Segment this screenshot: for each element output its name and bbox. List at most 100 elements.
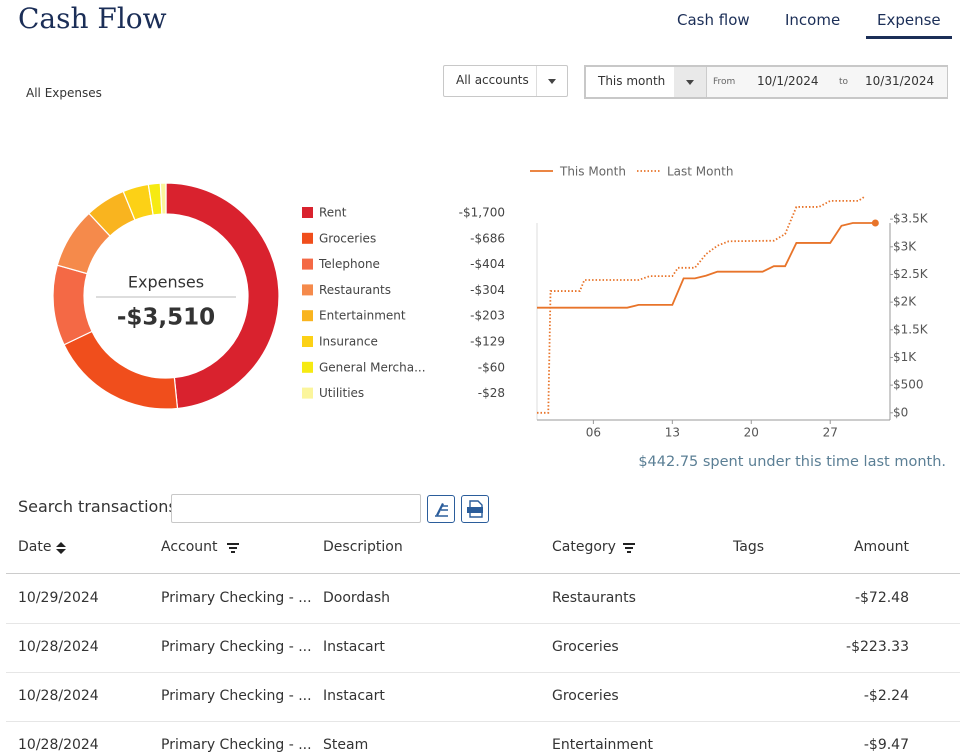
- legend-label: General Mercha...: [319, 360, 426, 374]
- center-label: Expenses: [128, 273, 204, 292]
- column-header[interactable]: Date: [18, 539, 52, 555]
- table-cell: Doordash: [323, 590, 391, 606]
- legend-swatch: [302, 387, 313, 399]
- legend-label: Restaurants: [319, 283, 391, 297]
- charts: Rent -$1,700 Groceries -$686 Telephone -$404 R…: [52, 165, 946, 470]
- table-cell: Instacart: [323, 688, 385, 704]
- legend-value: -$28: [478, 386, 505, 400]
- y-tick-label: $2.5K: [893, 267, 929, 281]
- legend-swatch: [302, 336, 313, 347]
- legend-label: This Month: [559, 165, 626, 179]
- sort-icon[interactable]: [54, 541, 68, 555]
- table-cell: 10/28/2024: [18, 688, 99, 704]
- legend-value: -$1,700: [459, 206, 505, 220]
- column-header[interactable]: Tags: [733, 539, 764, 555]
- y-tick-label: $1.5K: [893, 322, 929, 336]
- y-tick-label: $3K: [893, 239, 917, 253]
- legend-label: Insurance: [319, 335, 378, 349]
- period-value: This month: [598, 74, 666, 88]
- legend-label: Last Month: [667, 165, 733, 179]
- filter-icon[interactable]: [226, 541, 240, 555]
- legend-value: -$404: [470, 257, 505, 271]
- legend-label: Rent: [319, 206, 347, 220]
- legend-value: -$203: [470, 309, 505, 323]
- table-cell: 10/28/2024: [18, 639, 99, 655]
- donut-slice: [159, 182, 167, 215]
- legend-swatch: [302, 284, 313, 296]
- to-date[interactable]: 10/31/2024: [865, 74, 935, 88]
- period-select[interactable]: This month: [586, 67, 706, 97]
- row-divider: [6, 672, 960, 673]
- donut-slice: [165, 182, 280, 410]
- date-fields: From 10/1/2024 to 10/31/2024: [706, 67, 947, 97]
- y-tick-label: $500: [893, 378, 924, 392]
- legend-label: Entertainment: [319, 309, 406, 323]
- table-cell: Steam: [323, 737, 369, 753]
- legend-swatch: [302, 258, 313, 270]
- table-cell: 10/29/2024: [18, 590, 99, 606]
- page-title: Cash Flow: [18, 2, 167, 35]
- center-value: -$3,510: [117, 305, 215, 331]
- end-marker: [871, 219, 879, 227]
- legend-label: Telephone: [318, 257, 380, 271]
- section-label: All Expenses: [26, 86, 102, 100]
- y-tick-label: $2K: [893, 295, 917, 309]
- table-cell: Primary Checking - ...: [161, 737, 312, 753]
- table-cell: Instacart: [323, 639, 385, 655]
- header-divider: [6, 573, 960, 574]
- y-tick-label: $1K: [893, 350, 917, 364]
- column-header[interactable]: Category: [552, 539, 616, 555]
- from-label: From: [713, 77, 736, 87]
- y-tick-label: $3.5K: [893, 212, 929, 226]
- annotation: $442.75 spent under this time last month…: [638, 454, 946, 470]
- legend-swatch: [302, 361, 313, 373]
- legend-value: -$686: [470, 231, 505, 245]
- table-cell: -$2.24: [863, 688, 909, 704]
- table-cell: Groceries: [552, 688, 619, 704]
- legend-value: -$129: [470, 335, 505, 349]
- table-cell: -$9.47: [863, 737, 909, 753]
- row-divider: [6, 623, 960, 624]
- filter-icon[interactable]: [622, 541, 636, 555]
- legend-label: Utilities: [319, 386, 364, 400]
- edit-button[interactable]: [427, 495, 455, 523]
- edit-icon: [435, 503, 448, 517]
- from-date[interactable]: 10/1/2024: [757, 74, 819, 88]
- table-cell: Primary Checking - ...: [161, 639, 312, 655]
- legend-swatch: [302, 232, 313, 244]
- column-header[interactable]: Amount: [853, 539, 909, 555]
- table-cell: Primary Checking - ...: [161, 590, 312, 606]
- date-range: This month From 10/1/2024 to 10/31/2024: [584, 65, 948, 99]
- csv-button[interactable]: [461, 495, 489, 523]
- legend-swatch: [302, 310, 313, 322]
- x-tick-label: 20: [744, 426, 759, 440]
- x-tick-label: 13: [665, 426, 680, 440]
- search-input[interactable]: [171, 494, 421, 523]
- column-header[interactable]: Account: [161, 539, 218, 555]
- table-cell: -$223.33: [846, 639, 909, 655]
- legend-label: Groceries: [319, 231, 376, 245]
- tab[interactable]: Cash flow: [677, 11, 750, 29]
- search-label: Search transactions: [18, 497, 177, 516]
- caret: [686, 80, 694, 85]
- x-tick-label: 06: [586, 426, 601, 440]
- divider: [536, 66, 537, 96]
- tab[interactable]: Expense: [866, 11, 952, 39]
- table-cell: 10/28/2024: [18, 737, 99, 753]
- table-cell: Primary Checking - ...: [161, 688, 312, 704]
- y-tick-label: $0: [893, 405, 908, 419]
- line-series: [537, 196, 865, 414]
- line-series: [537, 222, 876, 309]
- account-value: All accounts: [456, 73, 529, 87]
- table-cell: Entertainment: [552, 737, 654, 753]
- caret: [548, 79, 556, 84]
- account-select[interactable]: All accounts: [443, 65, 568, 97]
- csv-icon: [467, 500, 483, 518]
- x-tick-label: 27: [823, 426, 838, 440]
- column-header[interactable]: Description: [323, 539, 403, 555]
- legend-value: -$60: [478, 360, 505, 374]
- to-label: to: [839, 77, 849, 87]
- tab[interactable]: Income: [785, 11, 841, 29]
- row-divider: [6, 721, 960, 722]
